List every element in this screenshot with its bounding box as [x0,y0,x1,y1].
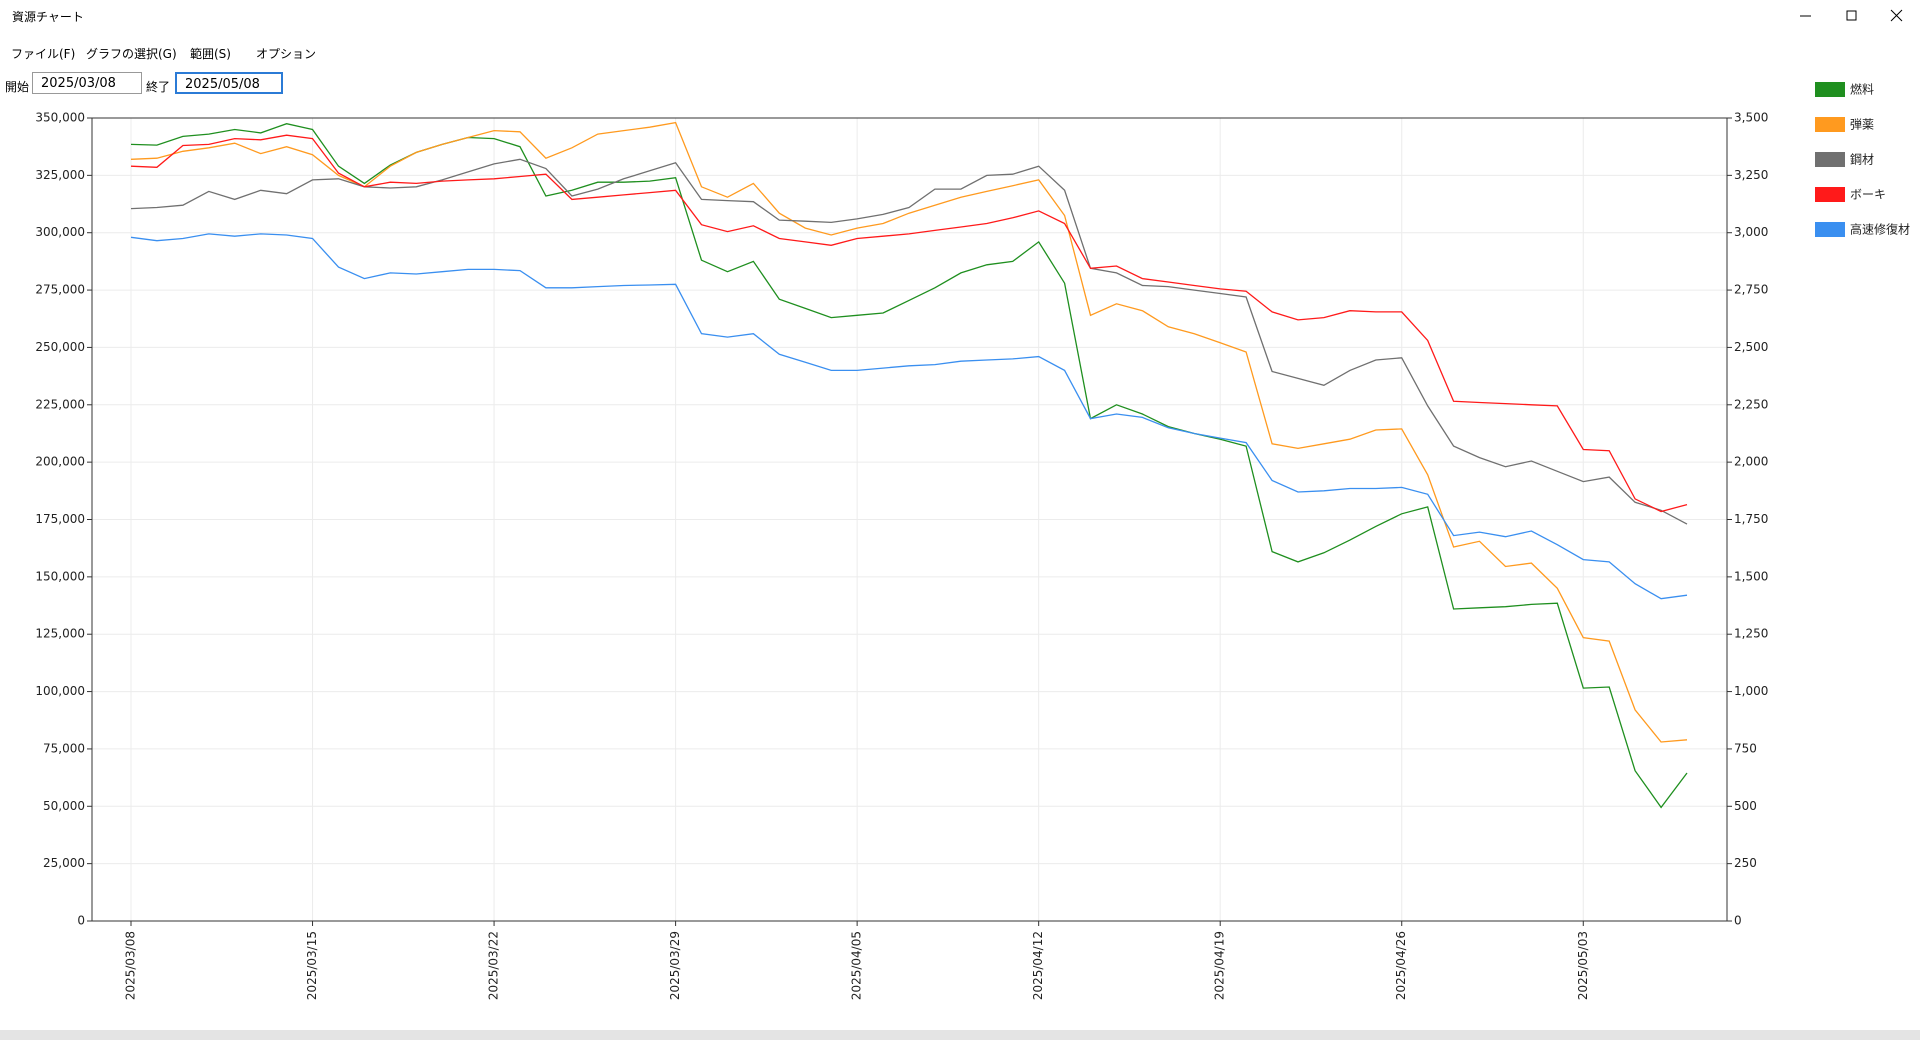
y2-tick-label: 0 [1734,914,1742,928]
series-line [130,121,1688,743]
window-controls [1800,9,1903,22]
y-tick-label: 150,000 [35,569,85,583]
y2-tick-label: 2,750 [1734,283,1768,297]
y2-tick-label: 3,500 [1734,111,1768,125]
y-tick-label: 175,000 [35,512,85,526]
legend-label: 鋼材 [1850,153,1874,167]
legend-swatch [1815,117,1845,132]
y-tick-label: 325,000 [35,168,85,182]
x-tick-label: 2025/03/08 [124,931,138,1000]
legend-label: 燃料 [1850,82,1874,97]
legend-swatch [1815,152,1845,167]
legend-label: 高速修復材 [1850,222,1910,237]
x-tick-label: 2025/04/26 [1394,931,1408,1000]
y-tick-label: 100,000 [35,684,85,698]
start-label: 開始 [5,80,30,94]
end-date: 2025/05/08 [185,77,260,92]
x-tick-label: 2025/04/05 [850,931,864,1000]
y-tick-label: 25,000 [43,856,85,870]
x-tick-label: 2025/03/22 [487,931,501,1000]
series-line [130,158,1688,525]
y-tick-label: 125,000 [35,627,85,641]
plot-frame [91,117,1728,922]
series-line [130,123,1688,809]
y-tick-label: 350,000 [35,111,85,125]
x-tick-label: 2025/05/03 [1576,931,1590,1000]
legend-swatch [1815,187,1845,202]
y2-tick-label: 2,500 [1734,340,1768,354]
y2-tick-label: 500 [1734,799,1757,813]
y2-tick-label: 2,250 [1734,397,1768,411]
legend-swatch [1815,222,1845,237]
x-tick-label: 2025/04/12 [1031,931,1045,1000]
y2-tick-label: 3,250 [1734,168,1768,182]
y2-tick-label: 3,000 [1734,225,1768,239]
y2-tick-label: 1,000 [1734,684,1768,698]
menu-item[interactable]: 範囲(S) [190,47,231,61]
y2-tick-label: 1,500 [1734,569,1768,583]
start-date: 2025/03/08 [41,76,116,91]
y-tick-label: 50,000 [43,799,85,813]
restore-button[interactable] [1846,10,1857,21]
x-tick-label: 2025/03/15 [305,931,319,1000]
y-tick-label: 200,000 [35,455,85,469]
y-tick-label: 225,000 [35,397,85,411]
legend-swatch [1815,82,1845,97]
y-tick-label: 75,000 [43,741,85,755]
y-tick-label: 0 [77,914,85,928]
y2-tick-label: 2,000 [1734,455,1768,469]
end-label: 終了 [146,80,171,94]
series-line [130,233,1688,600]
y-tick-label: 275,000 [35,283,85,297]
y-tick-label: 300,000 [35,225,85,239]
y-tick-label: 250,000 [35,340,85,354]
taskbar-strip [0,1030,1920,1040]
y2-tick-label: 250 [1734,856,1757,870]
start-date-picker[interactable]: 2025/03/08 [32,72,142,94]
close-button[interactable] [1890,9,1903,22]
menu-item[interactable]: ファイル(F) [11,47,76,61]
x-tick-label: 2025/03/29 [668,931,682,1000]
y2-tick-label: 750 [1734,741,1757,755]
y2-tick-label: 1,750 [1734,512,1768,526]
legend-label: 弾薬 [1850,118,1874,132]
x-tick-label: 2025/04/19 [1213,931,1227,1000]
menu-item[interactable]: オプション [256,47,317,61]
legend-label: ボーキ [1850,188,1886,202]
menu-item[interactable]: グラフの選択(G) [86,47,177,61]
window-title: 資源チャート [12,10,84,24]
series-line [130,134,1688,513]
y2-tick-label: 1,250 [1734,627,1768,641]
end-date-picker[interactable]: 2025/05/08 [175,72,283,94]
